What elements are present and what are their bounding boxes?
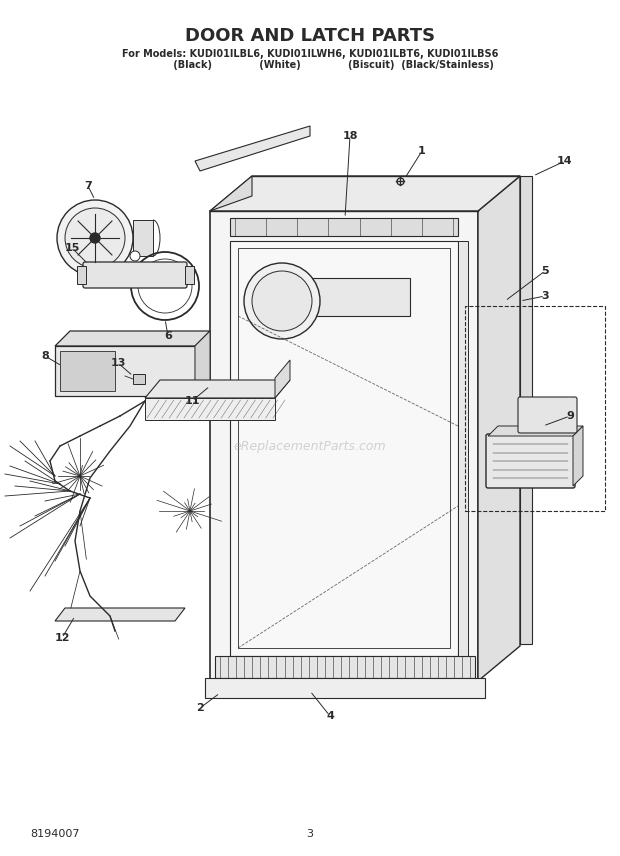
- Text: 7: 7: [84, 181, 92, 191]
- Text: 4: 4: [326, 711, 334, 721]
- Circle shape: [65, 208, 125, 268]
- FancyBboxPatch shape: [486, 434, 575, 488]
- Text: 9: 9: [566, 411, 574, 421]
- Polygon shape: [55, 608, 185, 621]
- Polygon shape: [458, 241, 468, 656]
- Polygon shape: [195, 126, 310, 171]
- Polygon shape: [478, 176, 520, 681]
- Bar: [215, 656, 475, 678]
- Text: 11: 11: [184, 396, 200, 406]
- Text: 18: 18: [342, 131, 358, 141]
- Polygon shape: [210, 176, 252, 211]
- Bar: [60, 351, 115, 391]
- Text: 8: 8: [41, 351, 49, 361]
- Polygon shape: [230, 241, 458, 656]
- Circle shape: [90, 233, 100, 243]
- Text: 12: 12: [55, 633, 69, 643]
- Bar: [465, 306, 605, 511]
- Bar: [77, 266, 86, 284]
- Text: eReplacementParts.com: eReplacementParts.com: [234, 439, 386, 453]
- Text: 6: 6: [164, 331, 172, 341]
- Text: DOOR AND LATCH PARTS: DOOR AND LATCH PARTS: [185, 27, 435, 45]
- Polygon shape: [573, 426, 583, 486]
- Polygon shape: [55, 331, 210, 346]
- Bar: [185, 266, 194, 284]
- Text: 1: 1: [418, 146, 426, 156]
- Circle shape: [244, 263, 320, 339]
- Text: 13: 13: [110, 358, 126, 368]
- Polygon shape: [145, 380, 290, 398]
- Text: 8194007: 8194007: [30, 829, 79, 839]
- FancyBboxPatch shape: [83, 262, 187, 288]
- Text: 14: 14: [557, 156, 573, 166]
- Bar: [300, 278, 410, 316]
- Circle shape: [252, 271, 312, 331]
- Text: 3: 3: [541, 291, 549, 301]
- Bar: [133, 374, 145, 384]
- Bar: [520, 176, 532, 644]
- Polygon shape: [488, 426, 583, 436]
- Polygon shape: [275, 360, 290, 398]
- Polygon shape: [195, 331, 210, 396]
- Polygon shape: [210, 176, 520, 211]
- Text: 15: 15: [64, 243, 80, 253]
- Bar: [145, 398, 275, 420]
- FancyBboxPatch shape: [518, 397, 577, 433]
- Circle shape: [57, 200, 133, 276]
- Bar: [205, 678, 485, 698]
- Text: For Models: KUDI01ILBL6, KUDI01ILWH6, KUDI01ILBT6, KUDI01ILBS6: For Models: KUDI01ILBL6, KUDI01ILWH6, KU…: [122, 49, 498, 59]
- Bar: [230, 218, 458, 236]
- Text: 3: 3: [306, 829, 314, 839]
- Bar: [55, 346, 195, 396]
- Circle shape: [130, 251, 140, 261]
- Polygon shape: [133, 220, 153, 256]
- Text: (Black)              (White)              (Biscuit)  (Black/Stainless): (Black) (White) (Biscuit) (Black/Stainle…: [126, 60, 494, 70]
- Polygon shape: [210, 211, 478, 681]
- Text: 5: 5: [541, 266, 549, 276]
- Text: 2: 2: [196, 703, 204, 713]
